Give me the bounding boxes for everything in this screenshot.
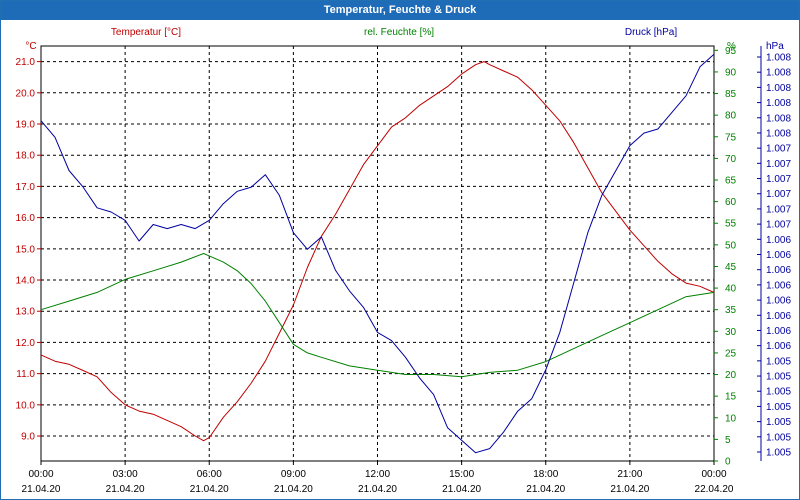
humidity-tick-label: 80 [725, 111, 737, 122]
pressure-tick-label: 1.006 [766, 311, 791, 322]
pressure-series-line [40, 53, 715, 454]
temperature-tick-label: 10.0 [16, 400, 36, 411]
pressure-tick-label: 1.006 [766, 280, 791, 291]
humidity-tick-label: 5 [725, 435, 731, 446]
x-tick-time: 18:00 [533, 469, 558, 480]
temperature-tick-label: 17.0 [16, 182, 36, 193]
temperature-tick-label: 18.0 [16, 151, 36, 162]
pressure-tick-label: 1.008 [766, 98, 791, 109]
humidity-tick-label: 85 [725, 89, 737, 100]
humidity-unit: % [727, 41, 736, 52]
pressure-tick-label: 1.005 [766, 448, 791, 459]
humidity-tick-label: 0 [725, 457, 731, 468]
temperature-tick-label: 15.0 [16, 244, 36, 255]
x-tick-date: 21.04.20 [526, 484, 565, 495]
pressure-tick-label: 1.008 [766, 53, 791, 64]
humidity-tick-label: 20 [725, 370, 737, 381]
temperature-tick-label: 9.0 [21, 432, 35, 443]
humidity-axis-label: rel. Feuchte [%] [364, 27, 434, 38]
x-tick-time: 12:00 [365, 469, 390, 480]
humidity-tick-label: 55 [725, 219, 737, 230]
x-tick-date: 21.04.20 [22, 484, 61, 495]
x-tick-date: 21.04.20 [190, 484, 229, 495]
pressure-tick-label: 1.005 [766, 432, 791, 443]
pressure-tick-label: 1.007 [766, 144, 791, 155]
pressure-tick-label: 1.008 [766, 68, 791, 79]
humidity-tick-label: 65 [725, 176, 737, 187]
humidity-tick-label: 15 [725, 392, 737, 403]
pressure-tick-label: 1.007 [766, 159, 791, 170]
temperature-series-line [40, 61, 715, 442]
x-tick-time: 03:00 [113, 469, 138, 480]
x-tick-time: 21:00 [617, 469, 642, 480]
temperature-tick-label: 11.0 [16, 369, 35, 380]
humidity-tick-label: 30 [725, 327, 737, 338]
humidity-tick-label: 90 [725, 67, 737, 78]
x-tick-date: 21.04.20 [274, 484, 313, 495]
pressure-tick-label: 1.005 [766, 372, 791, 383]
x-tick-time: 06:00 [197, 469, 222, 480]
humidity-tick-label: 35 [725, 305, 737, 316]
humidity-tick-label: 95 [725, 46, 737, 57]
pressure-tick-label: 1.008 [766, 83, 791, 94]
pressure-tick-label: 1.006 [766, 235, 791, 246]
pressure-tick-label: 1.007 [766, 174, 791, 185]
pressure-tick-label: 1.006 [766, 341, 791, 352]
humidity-tick-label: 50 [725, 240, 737, 251]
humidity-tick-label: 40 [725, 284, 737, 295]
humidity-tick-label: 45 [725, 262, 737, 273]
x-tick-date: 21.04.20 [358, 484, 397, 495]
humidity-tick-label: 60 [725, 197, 737, 208]
humidity-series-line [40, 253, 715, 378]
pressure-tick-label: 1.008 [766, 128, 791, 139]
pressure-tick-label: 1.007 [766, 220, 791, 231]
x-tick-date: 22.04.20 [695, 484, 734, 495]
pressure-tick-label: 1.006 [766, 326, 791, 337]
temperature-tick-label: 12.0 [16, 338, 36, 349]
temperature-tick-label: 21.0 [16, 57, 36, 68]
temperature-axis-label: Temperatur [°C] [111, 27, 181, 38]
temperature-unit: °C [25, 41, 36, 52]
pressure-axis-label: Druck [hPa] [625, 27, 677, 38]
x-tick-time: 09:00 [281, 469, 306, 480]
pressure-tick-label: 1.005 [766, 402, 791, 413]
x-tick-time: 00:00 [28, 469, 53, 480]
humidity-tick-label: 75 [725, 132, 737, 143]
humidity-tick-label: 70 [725, 154, 737, 165]
pressure-tick-label: 1.005 [766, 387, 791, 398]
temperature-tick-label: 16.0 [16, 213, 36, 224]
temperature-tick-label: 14.0 [16, 276, 36, 287]
humidity-tick-label: 25 [725, 348, 737, 359]
x-tick-time: 15:00 [449, 469, 474, 480]
x-tick-time: 00:00 [701, 469, 726, 480]
chart-title: Temperatur, Feuchte & Druck [1, 1, 799, 20]
x-tick-date: 21.04.20 [610, 484, 649, 495]
temperature-tick-label: 20.0 [16, 88, 36, 99]
pressure-tick-label: 1.005 [766, 417, 791, 428]
temperature-tick-label: 13.0 [16, 307, 36, 318]
pressure-tick-label: 1.006 [766, 265, 791, 276]
pressure-tick-label: 1.005 [766, 356, 791, 367]
x-tick-date: 21.04.20 [106, 484, 145, 495]
pressure-unit: hPa [766, 41, 784, 52]
x-tick-date: 21.04.20 [442, 484, 481, 495]
pressure-tick-label: 1.008 [766, 113, 791, 124]
pressure-tick-label: 1.006 [766, 250, 791, 261]
humidity-tick-label: 10 [725, 413, 737, 424]
pressure-tick-label: 1.007 [766, 189, 791, 200]
pressure-tick-label: 1.007 [766, 204, 791, 215]
pressure-tick-label: 1.006 [766, 296, 791, 307]
temperature-tick-label: 19.0 [16, 120, 36, 131]
